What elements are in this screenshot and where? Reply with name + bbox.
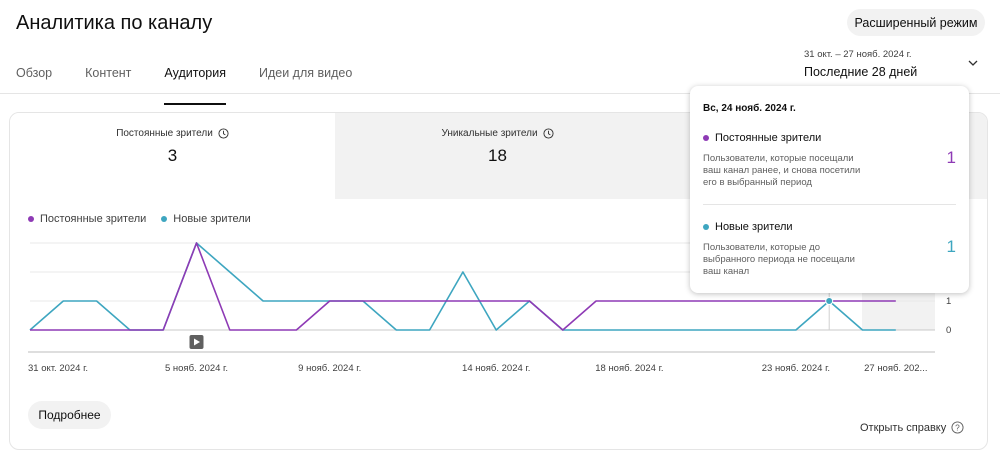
x-tick-label: 18 нояб. 2024 г. [595,363,663,374]
legend-item-returning: Постоянные зрители [28,213,146,225]
y-tick-label: 1 [946,296,951,307]
tooltip-item-value: 1 [946,237,956,256]
x-tick-label: 14 нояб. 2024 г. [462,363,530,374]
help-link[interactable]: Открыть справку ? [860,421,964,434]
tooltip-date: Вс, 24 нояб. 2024 г. [703,103,796,114]
x-tick-label: 9 нояб. 2024 г. [298,363,361,374]
y-tick-label: 0 [946,325,951,336]
metric-returning-viewers[interactable]: Постоянные зрители 3 [10,113,335,199]
date-range-text: 31 окт. – 27 нояб. 2024 г. [804,49,912,60]
chart-lines [29,242,896,331]
x-axis-labels: 31 окт. 2024 г. 5 нояб. 2024 г. 9 нояб. 20… [28,363,927,374]
chevron-down-icon[interactable] [968,58,978,68]
legend-item-new: Новые зрители [161,213,251,225]
tooltip-divider [703,204,956,205]
chart-markers [189,297,834,349]
tooltip-item-name: Постоянные зрители [715,132,822,144]
legend-label: Постоянные зрители [40,213,147,225]
period-label: Последние 28 дней [804,65,918,79]
tooltip-item-desc: Пользователи, которые посещали ваш канал… [703,153,861,188]
help-link-label: Открыть справку [860,421,947,434]
tab-content[interactable]: Контент [85,66,132,80]
tooltip-item-value: 1 [946,148,956,167]
legend-dot-new [161,216,168,222]
header-divider [0,93,1000,94]
tooltip-item-returning: Постоянные зрители Пользователи, которые… [703,132,958,189]
tooltip-dot [703,224,709,230]
svg-text:?: ? [955,422,960,432]
metric-label: Уникальные зрители [441,128,538,139]
chart-tooltip: Вс, 24 нояб. 2024 г. Постоянные зрители … [690,86,969,293]
clock-icon [218,128,229,139]
metric-label: Постоянные зрители [116,128,213,139]
series-line [30,242,896,331]
tooltip-item-desc: Пользователи, которые до выбранного пери… [703,242,855,277]
legend-label: Новые зрители [173,213,251,225]
x-tick-label: 31 окт. 2024 г. [28,363,88,374]
x-tick-label: 23 нояб. 2024 г. [762,363,830,374]
help-icon: ? [951,421,964,434]
x-tick-label: 5 нояб. 2024 г. [165,363,228,374]
legend-dot-returning [28,216,34,222]
metric-value: 3 [167,146,178,165]
more-details-button[interactable]: Подробнее [28,401,111,429]
advanced-mode-button[interactable]: Расширенный режим [847,9,985,36]
x-tick-label: 27 нояб. 202... [864,363,927,374]
tooltip-item-new: Новые зрители Пользователи, которые до в… [703,221,958,278]
highlight-point [825,297,834,305]
y-axis-labels: 01 [946,296,951,336]
play-icon [194,338,200,346]
tab-overview[interactable]: Обзор [16,66,53,80]
tab-audience[interactable]: Аудитория [164,60,226,105]
tab-video-ideas[interactable]: Идеи для видео [258,66,353,80]
tab-bar: Обзор Контент Аудитория Идеи для видео [16,60,385,105]
tooltip-item-name: Новые зрители [715,221,793,233]
metric-unique-viewers[interactable]: Уникальные зрители 18 [335,113,660,199]
chart-legend: Постоянные зрители Новые зрители [28,213,251,225]
tooltip-dot [703,135,709,141]
page-title: Аналитика по каналу [16,12,213,34]
metric-value: 18 [488,146,507,165]
clock-icon [543,128,554,139]
date-range-selector[interactable]: 31 окт. – 27 нояб. 2024 г. Последние 28 … [804,49,917,79]
